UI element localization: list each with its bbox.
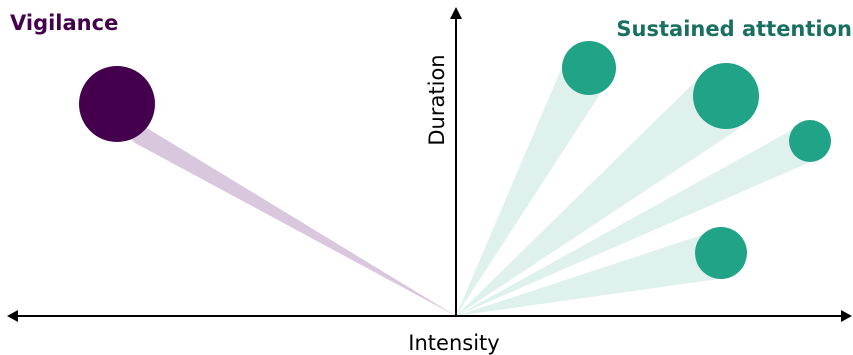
sustained-beam-4 [456,234,726,316]
y-axis-label: Duration [425,54,449,145]
vigilance-label: Vigilance [10,11,118,35]
sustained-circle-2 [693,63,759,129]
sustained-circle-3 [789,120,831,162]
x-axis-arrow-right [841,310,852,322]
sustained-circle-1 [562,41,616,95]
vigilance-circle [79,66,155,142]
circles [79,41,831,279]
x-axis-arrow-left [7,310,18,322]
beams [81,53,815,316]
sustained-circle-4 [695,227,747,279]
sustained-beam-3 [456,126,815,316]
sustained-attention-label: Sustained attention [616,17,852,41]
axes [7,7,852,322]
x-axis-label: Intensity [408,331,499,355]
y-axis-arrow-top [450,7,462,19]
sustained-beam-1 [456,53,604,316]
sustained-beam-2 [456,72,740,316]
vigilance-beam [81,88,456,316]
